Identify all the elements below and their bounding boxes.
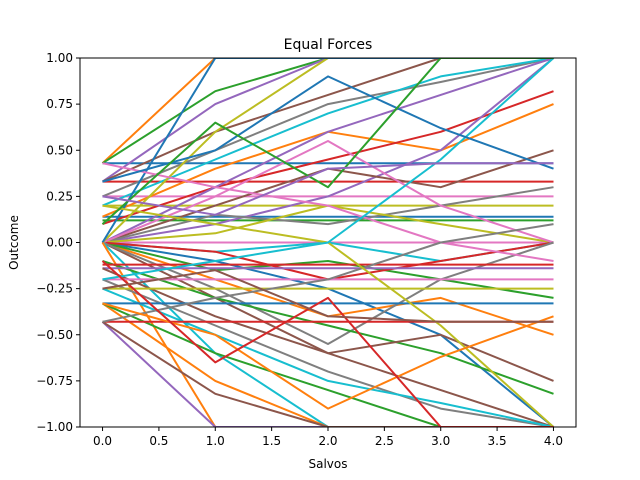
x-tick-label-6: 3.0 — [431, 434, 450, 448]
series-line-1 — [101, 58, 554, 164]
series-line-46 — [102, 162, 554, 262]
series-line-45 — [101, 320, 554, 427]
x-tick-label-0: 0.0 — [93, 434, 112, 448]
series-line-44 — [101, 321, 554, 427]
series-line-51 — [102, 302, 554, 410]
x-tick-label-3: 1.5 — [262, 434, 281, 448]
x-axis-label: Salvos — [309, 457, 348, 471]
series-line-47 — [102, 223, 554, 323]
x-tick-label-4: 2.0 — [318, 434, 337, 448]
series-line-26 — [102, 140, 554, 244]
series-line-32 — [102, 260, 554, 395]
x-tick-label-8: 4.0 — [544, 434, 563, 448]
series-line-24 — [102, 58, 554, 244]
x-axis-ticks: 0.0 0.5 1.0 1.5 2.0 2.5 3.0 3.5 4.0 — [93, 427, 563, 448]
series-line-42 — [102, 302, 554, 427]
y-axis-ticks: −1.00 −0.75 −0.50 −0.25 0.00 0.25 0.50 0.75 1.00 — [36, 51, 80, 434]
y-axis-label: Outcome — [7, 215, 21, 270]
series-line-5 — [102, 58, 554, 183]
series-line-27 — [102, 241, 554, 345]
series-line-9 — [102, 58, 554, 207]
x-tick-label-5: 2.5 — [375, 434, 394, 448]
series-line-4 — [101, 58, 554, 183]
y-tick-label-3: −0.25 — [36, 282, 73, 296]
series-line-41 — [101, 302, 554, 427]
series-line-54 — [102, 162, 554, 216]
series-line-22 — [102, 241, 554, 299]
series-line-30 — [101, 58, 554, 244]
series-line-17 — [102, 186, 554, 244]
x-tick-label-7: 3.5 — [488, 434, 507, 448]
series-line-31 — [101, 241, 554, 427]
series-line-2 — [101, 58, 554, 165]
series-line-53 — [101, 260, 554, 427]
y-tick-label-0: −1.00 — [36, 420, 73, 434]
series-line-29 — [101, 241, 554, 427]
x-tick-label-1: 0.5 — [149, 434, 168, 448]
series-line-55 — [102, 269, 554, 323]
y-tick-label-4: 0.00 — [46, 236, 73, 250]
series-line-14 — [102, 58, 555, 244]
y-tick-label-8: 1.00 — [46, 51, 73, 65]
y-tick-label-5: 0.25 — [46, 189, 73, 203]
series-line-35 — [102, 267, 554, 382]
series-line-28 — [101, 58, 554, 244]
x-tick-label-2: 1.0 — [206, 434, 225, 448]
series-line-37 — [102, 278, 554, 427]
series-line-52 — [101, 58, 554, 225]
series-line-50 — [102, 75, 554, 183]
series-line-49 — [102, 58, 555, 281]
chart-title: Equal Forces — [284, 37, 373, 53]
series-line-7 — [102, 58, 554, 198]
y-tick-label-7: 0.75 — [46, 97, 73, 111]
y-tick-label-1: −0.75 — [36, 374, 73, 388]
y-tick-label-2: −0.50 — [36, 328, 73, 342]
y-tick-label-6: 0.50 — [46, 143, 73, 157]
series-line-39 — [102, 287, 554, 427]
series-layer — [101, 58, 555, 427]
